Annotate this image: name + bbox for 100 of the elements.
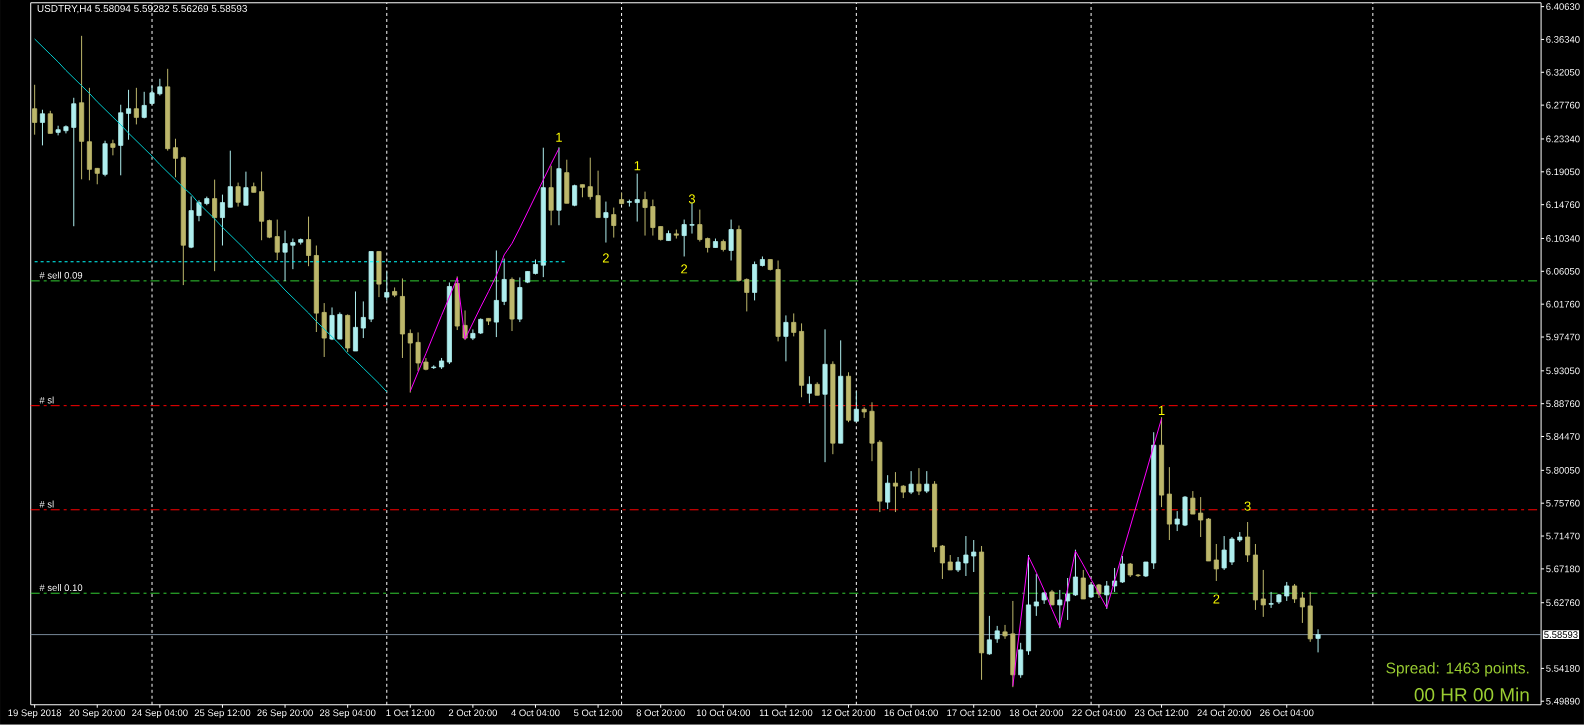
x-tick-label: 28 Sep 04:00 xyxy=(319,709,376,719)
candlestick xyxy=(1229,536,1235,566)
y-tick-label: 6.32050 xyxy=(1546,69,1580,76)
x-tick-label: 19 Sep 2018 xyxy=(8,709,62,719)
x-tick-label: 11 Oct 12:00 xyxy=(759,709,813,717)
x-tick-label: 16 Oct 04:00 xyxy=(884,709,938,717)
candlestick xyxy=(126,89,132,141)
candlestick xyxy=(149,85,155,106)
candlestick xyxy=(501,258,507,306)
candlestick xyxy=(986,615,992,656)
candlestick xyxy=(470,329,476,341)
candlestick xyxy=(290,238,296,270)
x-tick-label: 24 Oct 20:00 xyxy=(1197,709,1251,717)
candlestick xyxy=(963,535,969,577)
y-tick-label: 5.93050 xyxy=(1546,367,1580,375)
candlestick xyxy=(885,474,891,510)
y-tick-label: 6.23340 xyxy=(1546,135,1580,143)
annotation: 3 xyxy=(688,194,696,204)
candlestick xyxy=(853,390,859,422)
y-tick-label: 5.71470 xyxy=(1546,532,1580,540)
candlestick xyxy=(1315,628,1321,654)
candlestick xyxy=(1198,496,1204,538)
candlestick xyxy=(39,109,45,147)
candlestick xyxy=(212,179,218,272)
candlestick xyxy=(172,138,179,178)
candlestick xyxy=(1292,583,1298,604)
candlestick xyxy=(916,467,922,496)
x-tick-label: 10 Oct 04:00 xyxy=(696,709,751,717)
candlestick xyxy=(892,471,898,513)
candlestick xyxy=(791,313,797,338)
candlestick xyxy=(196,199,202,222)
y-tick-label: 5.62760 xyxy=(1546,599,1580,607)
candlestick xyxy=(587,157,593,201)
x-tick-label: 17 Oct 12:00 xyxy=(947,709,1001,717)
annotation: 00 HR 00 Min xyxy=(1414,687,1529,702)
candlestick xyxy=(306,216,312,267)
candlestick xyxy=(282,230,288,282)
candlestick xyxy=(971,539,977,573)
candlestick xyxy=(1080,569,1086,600)
y-tick-label: 5.88760 xyxy=(1546,400,1580,408)
candlestick xyxy=(806,375,812,404)
candlestick xyxy=(219,194,225,247)
y-tick-label: 6.27760 xyxy=(1546,101,1580,109)
candlestick xyxy=(133,87,139,126)
candlestick xyxy=(611,207,617,239)
candlestick xyxy=(360,301,366,339)
y-tick-label: 5.84470 xyxy=(1546,433,1580,441)
x-tick-label: 2 Oct 20:00 xyxy=(448,709,498,717)
annotation: 2 xyxy=(681,264,688,274)
ref-line-label: # sl xyxy=(39,396,54,404)
annotation: 3 xyxy=(1244,501,1251,511)
candlestick xyxy=(384,271,390,302)
y-tick-label: 6.10340 xyxy=(1546,235,1580,242)
x-tick-label: 23 Oct 12:00 xyxy=(1134,709,1189,717)
candlestick xyxy=(1119,555,1125,584)
candlestick xyxy=(1190,490,1196,515)
candlestick xyxy=(697,209,703,243)
candlestick xyxy=(55,125,61,137)
annotation: 1 xyxy=(634,161,641,171)
candlestick xyxy=(243,171,249,206)
candlestick xyxy=(603,201,609,244)
candlestick xyxy=(1221,535,1227,571)
y-tick-label: 6.14760 xyxy=(1546,201,1580,209)
y-tick-label: 5.67180 xyxy=(1546,565,1580,573)
y-tick-label: 5.49890 xyxy=(1546,698,1580,705)
candlestick xyxy=(1002,624,1008,640)
annotation: Spread: 1463 points. xyxy=(1386,662,1529,677)
candlestick xyxy=(642,191,648,237)
candlestick xyxy=(728,219,734,262)
candlestick xyxy=(1260,569,1266,618)
candlestick xyxy=(47,110,53,135)
annotation: 1 xyxy=(1158,406,1165,416)
candlestick xyxy=(71,97,77,227)
ref-line-label: # sell 0.10 xyxy=(39,584,83,592)
annotation: 2 xyxy=(1213,594,1220,604)
candlestick xyxy=(274,219,280,261)
y-tick-label: 5.97470 xyxy=(1546,333,1580,341)
candlestick xyxy=(1268,591,1274,609)
candlestick xyxy=(681,219,687,258)
candlestick xyxy=(783,315,789,362)
candlestick xyxy=(110,139,116,156)
candlestick xyxy=(493,250,499,338)
y-tick-label: 5.58593 xyxy=(1544,631,1578,639)
candlestick xyxy=(352,291,359,352)
candlestick xyxy=(1245,521,1251,563)
candlestick xyxy=(141,91,147,120)
chart-title: USDTRY,H4 5.58094 5.59282 5.56269 5.58593 xyxy=(37,5,247,14)
candlestick xyxy=(924,470,930,494)
x-tick-label: 12 Oct 20:00 xyxy=(822,709,876,717)
candlestick xyxy=(32,84,38,136)
candlestick xyxy=(1057,589,1063,629)
y-tick-label: 6.40630 xyxy=(1546,3,1580,11)
candlestick xyxy=(235,182,241,208)
x-tick-label: 22 Oct 04:00 xyxy=(1072,709,1126,717)
candlestick xyxy=(939,544,945,580)
ref-line-label: # sl xyxy=(39,500,54,508)
x-tick-label: 8 Oct 20:00 xyxy=(636,709,685,717)
y-tick-label: 6.06050 xyxy=(1546,268,1580,275)
x-tick-label: 20 Sep 20:00 xyxy=(69,709,126,719)
x-tick-label: 26 Oct 04:00 xyxy=(1260,709,1314,717)
